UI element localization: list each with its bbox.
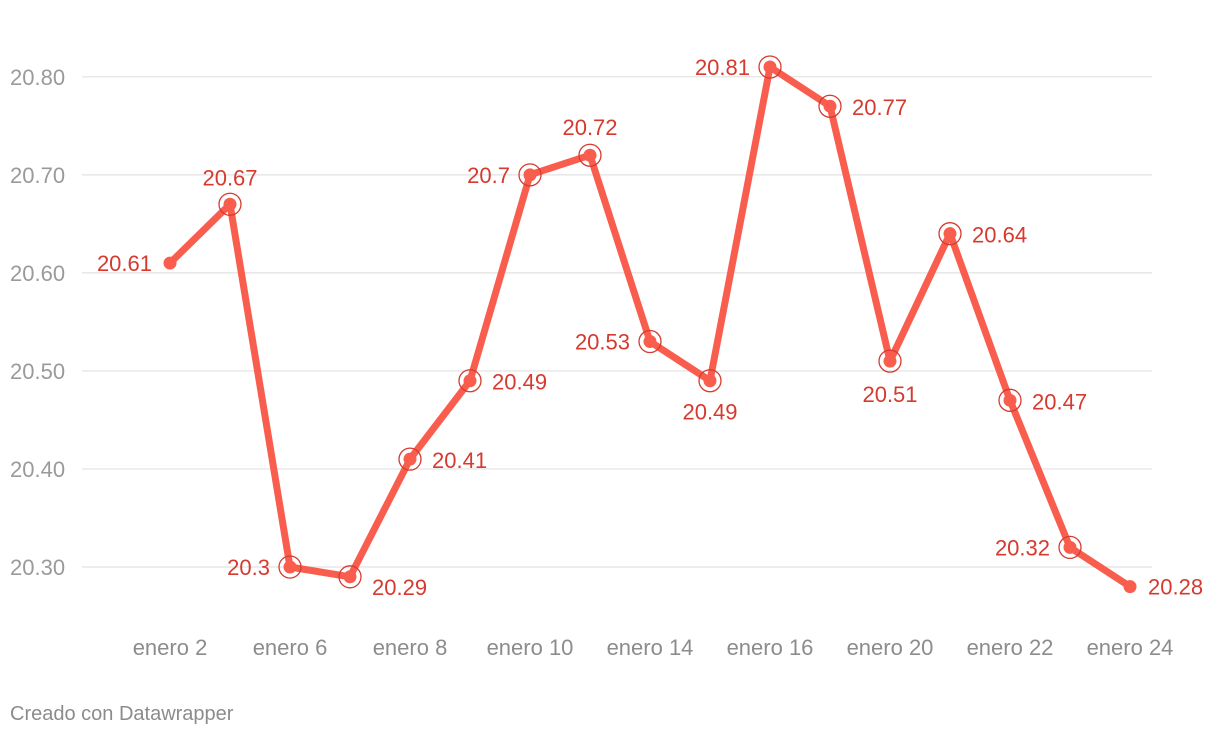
data-point [463, 374, 477, 388]
data-label: 20.51 [862, 382, 917, 407]
point-ring [638, 329, 662, 354]
data-point [823, 99, 837, 113]
data-label: 20.28 [1148, 575, 1203, 600]
y-tick-label: 20.70 [10, 163, 65, 188]
data-label: 20.49 [682, 400, 737, 425]
data-point [163, 256, 177, 270]
data-label: 20.49 [492, 370, 547, 395]
data-label: 20.61 [97, 251, 152, 276]
y-tick-label: 20.30 [10, 555, 65, 580]
point-ring [578, 143, 602, 167]
data-point [523, 168, 537, 182]
y-axis: 20.30 20.40 20.50 20.60 20.70 20.80 [10, 65, 65, 580]
data-label: 20.67 [202, 165, 257, 190]
point-ring [338, 565, 362, 589]
data-point [1123, 580, 1137, 594]
data-point [583, 148, 597, 162]
series-price [163, 55, 1137, 594]
x-tick-label: enero 14 [607, 635, 694, 660]
point-ring [998, 388, 1022, 412]
data-label: 20.32 [995, 535, 1050, 560]
x-tick-label: enero 24 [1087, 635, 1174, 660]
data-label: 20.47 [1032, 389, 1087, 414]
y-tick-label: 20.40 [10, 457, 65, 482]
x-tick-label: enero 20 [847, 635, 934, 660]
data-point [283, 560, 297, 574]
data-label: 20.41 [432, 448, 487, 473]
credit-text: Creado con Datawrapper [10, 703, 234, 725]
data-point [943, 227, 957, 241]
data-point [883, 354, 897, 368]
series-line [166, 63, 1134, 591]
point-ring [758, 55, 782, 79]
point-ring [218, 192, 242, 216]
data-point [1003, 393, 1017, 407]
x-tick-label: enero 16 [727, 635, 814, 660]
x-tick-label: enero 22 [967, 635, 1054, 660]
y-tick-label: 20.60 [10, 261, 65, 286]
point-ring [818, 94, 842, 118]
data-label: 20.72 [562, 115, 617, 140]
y-tick-label: 20.80 [10, 65, 65, 90]
x-tick-label: enero 6 [253, 635, 328, 660]
point-ring [1058, 535, 1082, 560]
point-ring [878, 349, 902, 373]
x-axis: enero 2 enero 6 enero 8 enero 10 enero 14 ene… [133, 635, 1174, 660]
y-tick-label: 20.50 [10, 359, 65, 384]
point-ring [698, 369, 722, 393]
data-labels: 20.61 20.67 20.3 20.29 20.41 20.49 20.7 20.72 20… [97, 55, 1203, 600]
point-ring [518, 163, 542, 187]
data-point [343, 570, 357, 584]
point-ring [938, 222, 962, 246]
x-tick-label: enero 2 [133, 635, 208, 660]
grid-lines [82, 76, 1152, 568]
x-tick-label: enero 8 [373, 635, 448, 660]
point-ring [278, 555, 302, 579]
data-point [763, 60, 777, 74]
point-ring [458, 369, 482, 393]
data-point [223, 197, 237, 211]
data-label: 20.53 [575, 330, 630, 355]
data-label: 20.7 [467, 163, 510, 188]
data-point [643, 335, 657, 349]
data-label: 20.81 [695, 55, 750, 80]
point-ring [398, 447, 422, 471]
data-label: 20.3 [227, 555, 270, 580]
data-point [1063, 540, 1077, 554]
data-label: 20.64 [972, 223, 1027, 248]
data-label: 20.77 [852, 95, 907, 120]
x-tick-label: enero 10 [487, 635, 574, 660]
data-point [703, 374, 717, 388]
data-point [403, 452, 417, 466]
data-label: 20.29 [372, 575, 427, 600]
